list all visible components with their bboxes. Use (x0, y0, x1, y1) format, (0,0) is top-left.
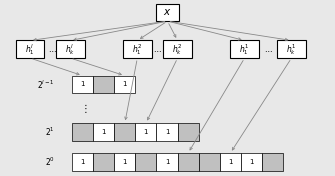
Text: 1: 1 (249, 159, 254, 165)
Text: $h_1^2$: $h_1^2$ (132, 42, 143, 57)
Text: 1: 1 (123, 159, 127, 165)
Text: 1: 1 (80, 81, 85, 87)
FancyBboxPatch shape (178, 123, 199, 141)
FancyBboxPatch shape (241, 153, 262, 171)
FancyBboxPatch shape (72, 153, 93, 171)
FancyBboxPatch shape (72, 76, 93, 93)
FancyBboxPatch shape (93, 153, 114, 171)
Text: $2^1$: $2^1$ (46, 126, 55, 138)
FancyBboxPatch shape (56, 40, 84, 58)
Text: $\cdots$: $\cdots$ (264, 45, 272, 54)
FancyBboxPatch shape (93, 123, 114, 141)
FancyBboxPatch shape (178, 153, 199, 171)
FancyBboxPatch shape (277, 40, 306, 58)
FancyBboxPatch shape (114, 76, 135, 93)
FancyBboxPatch shape (93, 76, 114, 93)
Text: $h_1^l$: $h_1^l$ (25, 42, 35, 57)
Text: $2^{l-1}$: $2^{l-1}$ (38, 78, 55, 91)
FancyBboxPatch shape (156, 4, 179, 21)
Text: 1: 1 (165, 129, 169, 135)
FancyBboxPatch shape (156, 123, 178, 141)
FancyBboxPatch shape (123, 40, 151, 58)
FancyBboxPatch shape (16, 40, 44, 58)
Text: $x$: $x$ (163, 7, 172, 17)
Text: 1: 1 (123, 81, 127, 87)
Text: 1: 1 (102, 129, 106, 135)
Text: 1: 1 (165, 159, 169, 165)
FancyBboxPatch shape (163, 40, 192, 58)
FancyBboxPatch shape (230, 40, 259, 58)
Text: $\cdots$: $\cdots$ (48, 45, 56, 54)
Text: $h_1^1$: $h_1^1$ (239, 42, 250, 57)
Text: 1: 1 (80, 159, 85, 165)
FancyBboxPatch shape (156, 153, 178, 171)
Text: 1: 1 (228, 159, 232, 165)
Text: 1: 1 (144, 129, 148, 135)
Text: $\cdots$: $\cdots$ (153, 45, 162, 54)
Text: $\vdots$: $\vdots$ (80, 102, 87, 115)
FancyBboxPatch shape (220, 153, 241, 171)
FancyBboxPatch shape (262, 153, 283, 171)
Text: $h_k^2$: $h_k^2$ (172, 42, 183, 57)
FancyBboxPatch shape (114, 153, 135, 171)
FancyBboxPatch shape (72, 123, 93, 141)
Text: $h_k^l$: $h_k^l$ (65, 42, 75, 57)
FancyBboxPatch shape (135, 123, 156, 141)
FancyBboxPatch shape (135, 153, 156, 171)
Text: $2^0$: $2^0$ (45, 156, 55, 168)
FancyBboxPatch shape (114, 123, 135, 141)
Text: $h_k^1$: $h_k^1$ (286, 42, 297, 57)
FancyBboxPatch shape (199, 153, 220, 171)
